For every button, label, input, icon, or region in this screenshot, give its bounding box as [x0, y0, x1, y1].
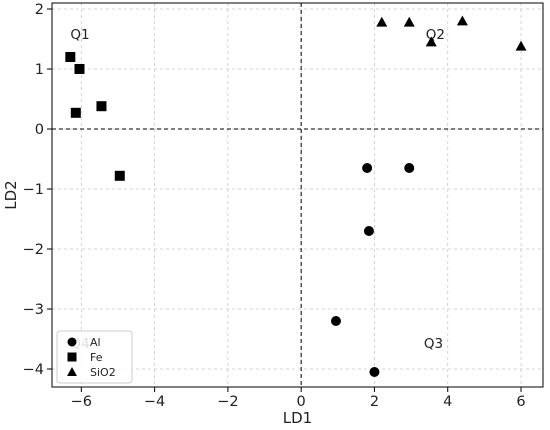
data-point-sio2 — [425, 36, 437, 47]
data-points — [65, 15, 527, 377]
data-point-al — [404, 163, 415, 173]
quadrant-labels: Q1Q2Q3Q4 — [70, 27, 445, 352]
x-tick-label: −2 — [217, 394, 238, 410]
y-tick-label: −2 — [23, 242, 44, 258]
y-tick-label: 0 — [35, 122, 44, 138]
data-point-fe — [65, 52, 76, 62]
data-point-fe — [96, 101, 107, 112]
data-point-sio2 — [456, 15, 468, 26]
reference-lines — [52, 3, 543, 387]
y-tick-label: −1 — [23, 182, 44, 198]
legend-label: SiO2 — [90, 366, 116, 379]
x-tick-label: −6 — [71, 394, 92, 410]
y-axis-title: LD2 — [2, 180, 20, 209]
plot-frame — [51, 2, 544, 388]
data-point-fe — [114, 170, 125, 181]
legend-marker-sio2 — [67, 367, 77, 376]
data-point-fe — [74, 64, 85, 74]
y-tick-label: 1 — [35, 62, 44, 78]
legend-label: Fe — [90, 351, 103, 364]
y-tick-label: 2 — [35, 2, 44, 18]
quadrant-label: Q1 — [70, 27, 89, 43]
x-tick-label: 0 — [297, 394, 306, 410]
quadrant-label: Q2 — [426, 27, 445, 43]
x-axis-title: LD1 — [283, 409, 312, 427]
x-tick-label: −4 — [144, 394, 165, 410]
legend-marker-al — [67, 337, 77, 347]
x-tick-label: 4 — [443, 394, 452, 410]
data-point-al — [362, 163, 373, 173]
data-point-al — [330, 316, 341, 326]
x-tick-label: 2 — [370, 394, 379, 410]
axis-ticks: −6 −4 −2 0 2 4 6 −4 −3 −2 −1 0 1 2 — [23, 2, 526, 410]
legend-label: Al — [90, 336, 101, 349]
data-point-sio2 — [403, 16, 415, 27]
data-point-al — [369, 367, 380, 377]
x-tick-label: 6 — [516, 394, 525, 410]
data-point-sio2 — [515, 40, 527, 51]
grid-lines — [52, 3, 543, 387]
legend: Al Fe SiO2 — [56, 330, 133, 384]
y-tick-label: −4 — [23, 362, 44, 378]
legend-marker-fe — [67, 352, 77, 362]
quadrant-label: Q3 — [424, 336, 443, 352]
data-point-al — [363, 226, 374, 236]
y-tick-label: −3 — [23, 302, 44, 318]
data-point-sio2 — [376, 16, 388, 27]
data-point-fe — [70, 107, 81, 118]
